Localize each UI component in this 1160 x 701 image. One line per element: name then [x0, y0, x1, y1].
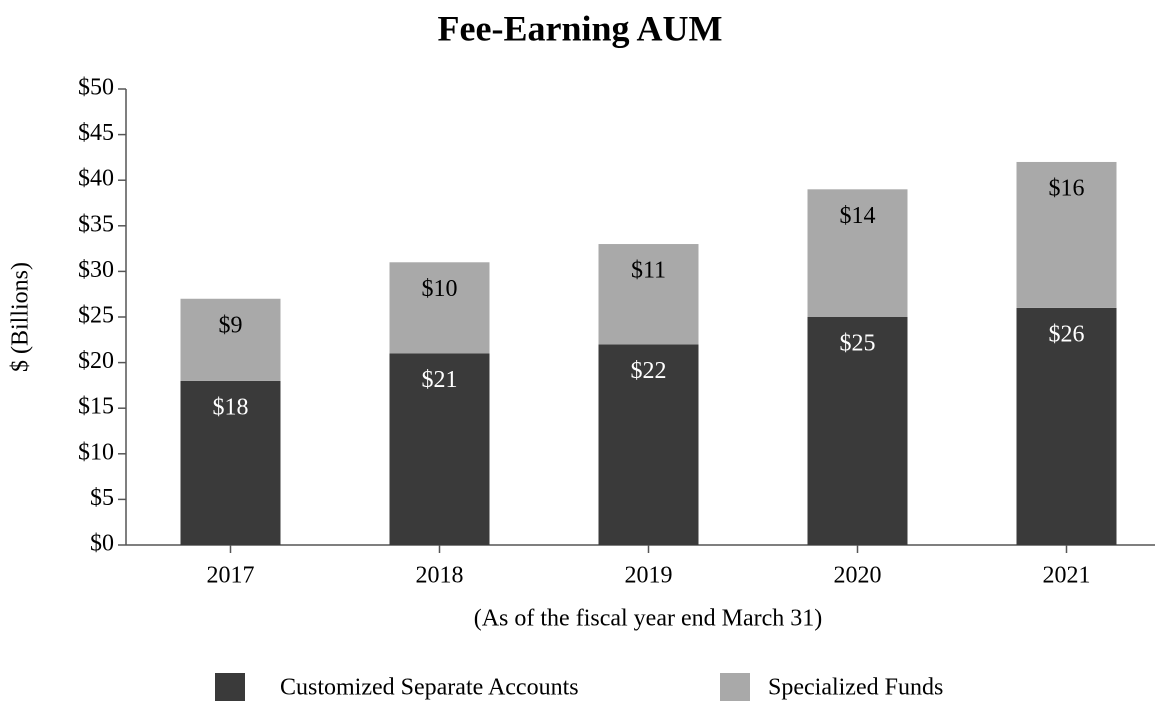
legend-label: Specialized Funds [768, 675, 943, 701]
chart-title: Fee-Earning AUM [438, 8, 723, 48]
data-label: $22 [631, 358, 667, 384]
bar-segment [807, 317, 908, 545]
y-tick-label: $40 [78, 166, 114, 192]
x-tick-label: 2018 [416, 563, 464, 589]
bar-segment [807, 189, 908, 317]
data-label: $16 [1049, 175, 1085, 201]
x-axis-label: (As of the fiscal year end March 31) [474, 606, 823, 632]
y-tick-label: $0 [90, 531, 114, 557]
legend-swatch [720, 673, 750, 701]
bar-segment [1016, 307, 1117, 545]
data-label: $21 [422, 367, 458, 393]
x-tick-label: 2019 [625, 563, 673, 589]
data-label: $25 [840, 331, 876, 357]
x-tick-label: 2020 [834, 563, 882, 589]
y-axis-label: $ (Billions) [8, 262, 34, 372]
data-label: $10 [422, 276, 458, 302]
bar-segment [389, 353, 490, 545]
legend-swatch [215, 673, 245, 701]
legend-label: Customized Separate Accounts [280, 675, 579, 701]
bar-segment [1016, 161, 1117, 308]
bar-segment [598, 344, 699, 545]
data-label: $11 [631, 258, 666, 284]
data-label: $14 [840, 203, 876, 229]
y-tick-label: $35 [78, 211, 114, 237]
data-label: $18 [213, 394, 249, 420]
data-label: $26 [1049, 321, 1085, 347]
y-tick-label: $15 [78, 394, 114, 420]
bar-segment [180, 380, 281, 545]
bar-segment [180, 298, 281, 381]
data-label: $9 [219, 312, 243, 338]
x-tick-label: 2021 [1043, 563, 1091, 589]
y-tick-label: $5 [90, 485, 114, 511]
bar-segment [598, 244, 699, 345]
y-tick-label: $50 [78, 75, 114, 101]
y-tick-label: $20 [78, 348, 114, 374]
x-tick-label: 2017 [207, 563, 255, 589]
bar-segment [389, 262, 490, 354]
y-tick-label: $10 [78, 439, 114, 465]
y-tick-label: $25 [78, 303, 114, 329]
y-tick-label: $45 [78, 120, 114, 146]
y-tick-label: $30 [78, 257, 114, 283]
